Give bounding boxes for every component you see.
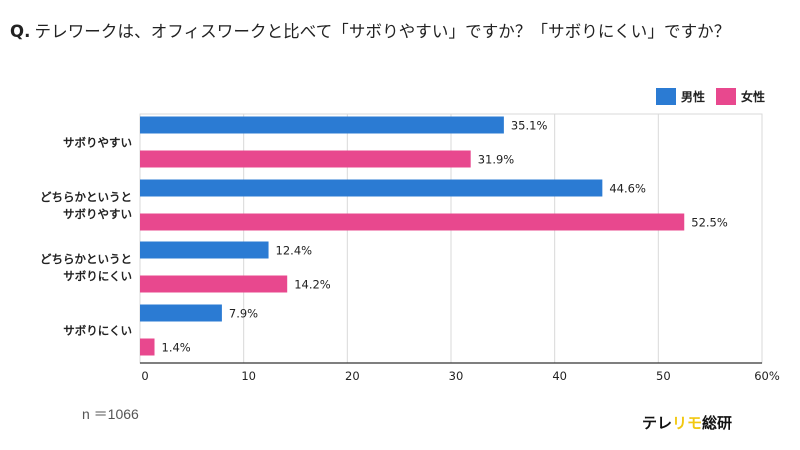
legend-label: 女性 <box>741 89 765 104</box>
sample-size: n ＝1066 <box>82 404 139 424</box>
x-tick-label: 10 <box>241 369 256 383</box>
data-label: 12.4% <box>276 244 313 258</box>
bar <box>140 151 471 168</box>
category-label: どちらかというと <box>40 190 132 204</box>
x-tick-label: 40 <box>552 369 567 383</box>
brand-logo: テレリモ総研 <box>642 412 732 433</box>
bar <box>140 339 155 356</box>
legend-swatch <box>716 88 736 105</box>
bar <box>140 214 684 231</box>
data-label: 35.1% <box>511 119 548 133</box>
data-label: 7.9% <box>229 307 258 321</box>
bar <box>140 242 269 259</box>
bar <box>140 276 287 293</box>
category-label: サボりやすい <box>63 136 132 150</box>
legend-swatch <box>656 88 676 105</box>
bar <box>140 305 222 322</box>
data-label: 14.2% <box>294 278 331 292</box>
bar <box>140 117 504 134</box>
logo-part-3: 総研 <box>702 414 732 432</box>
bar-chart: 0 10 20 30 40 50 60% 35.1% 44.6% 12.4% 7.9% 31.9% 52… <box>0 0 800 450</box>
bar <box>140 180 602 197</box>
logo-part-2: リモ <box>672 414 702 432</box>
logo-part-1: テレ <box>642 414 672 432</box>
category-label: サボりにくい <box>63 269 132 283</box>
data-label: 52.5% <box>691 216 728 230</box>
category-label: どちらかというと <box>40 252 132 266</box>
legend-label: 男性 <box>681 89 705 104</box>
data-label: 44.6% <box>609 182 646 196</box>
x-tick-label: 50 <box>656 369 671 383</box>
data-label: 1.4% <box>162 341 191 355</box>
category-label: サボりにくい <box>63 324 132 338</box>
x-tick-label: 60% <box>754 369 780 383</box>
data-label: 31.9% <box>478 153 515 167</box>
x-tick-label: 0 <box>141 369 148 383</box>
x-tick-label: 20 <box>345 369 360 383</box>
x-tick-label: 30 <box>449 369 464 383</box>
category-label: サボりやすい <box>63 207 132 221</box>
